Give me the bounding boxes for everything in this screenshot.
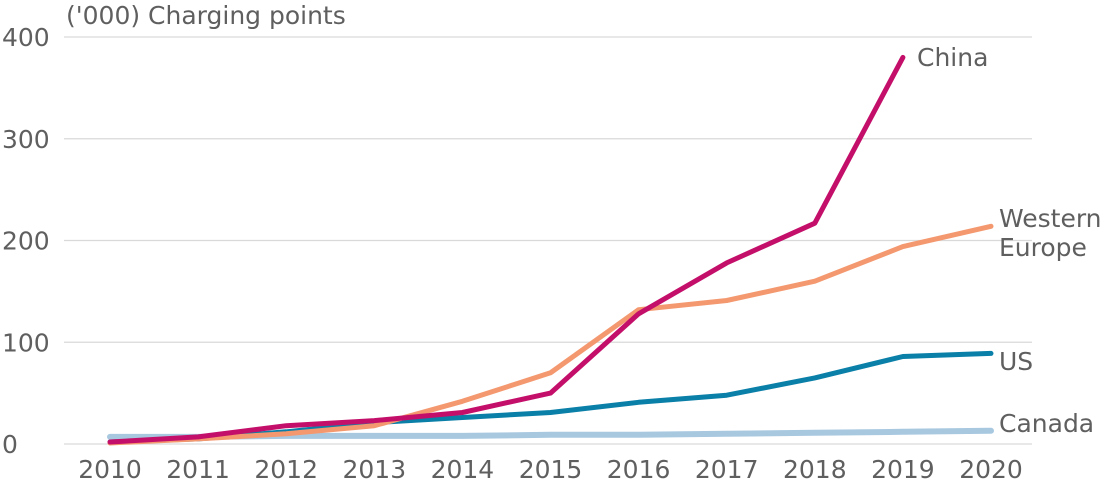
gridlines (64, 36, 1032, 445)
x-tick-label: 2015 (519, 455, 583, 479)
series-label-western-europe: Western Europe (999, 204, 1102, 262)
series-line-western-europe (107, 223, 994, 446)
y-tick-label: 100 (2, 328, 50, 357)
x-axis-ticks: 2010 2011 2012 2013 2014 2015 2016 2017 2018 2019… (78, 455, 1023, 479)
series-labels: Canada US Western Europe China (917, 43, 1102, 438)
x-tick-label: 2010 (78, 455, 142, 479)
series-line-us (107, 350, 994, 445)
x-tick-label: 2017 (695, 455, 759, 479)
x-tick-label: 2014 (431, 455, 495, 479)
series-label-canada: Canada (999, 409, 1094, 438)
series-line-china (107, 54, 906, 445)
y-tick-label: 300 (2, 125, 50, 154)
y-axis-ticks: 0 100 200 300 400 (2, 23, 50, 459)
x-tick-label: 2013 (342, 455, 406, 479)
x-tick-label: 2012 (254, 455, 318, 479)
x-tick-label: 2018 (783, 455, 847, 479)
y-tick-label: 200 (2, 227, 50, 256)
y-tick-label: 0 (2, 430, 18, 459)
series-label-us: US (999, 347, 1033, 376)
x-tick-label: 2019 (871, 455, 935, 479)
y-tick-label: 400 (2, 23, 50, 52)
x-tick-label: 2011 (166, 455, 230, 479)
x-tick-label: 2016 (607, 455, 671, 479)
x-tick-label: 2020 (959, 455, 1023, 479)
y-axis-label: ('000) Charging points (66, 1, 346, 30)
series-lines (107, 54, 994, 446)
series-label-china: China (917, 43, 988, 72)
